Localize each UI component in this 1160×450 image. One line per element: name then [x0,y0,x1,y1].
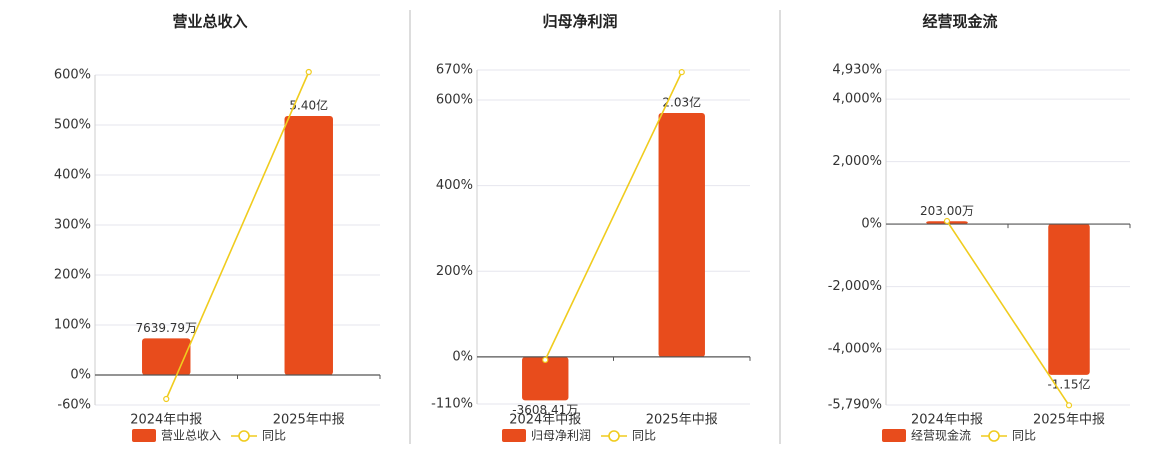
y-tick-label: -110% [431,397,473,412]
y-tick-label: -2,000% [828,279,882,294]
legend-marker [238,430,250,442]
y-tick-label: 0% [70,368,91,383]
y-tick-label: 600% [436,92,473,107]
x-tick-label: 2024年中报 [130,413,202,428]
bar [522,357,569,401]
bar [1048,223,1090,375]
y-tick-label: 100% [54,318,91,333]
y-tick-label: -4,000% [828,342,882,357]
point [305,68,312,76]
line [946,220,1070,406]
chart-title: 经营现金流 [922,13,997,31]
y-tick-label: -60% [57,398,91,413]
y-tick-label: 4,930% [832,63,882,78]
legend-swatch [132,429,156,442]
chart-title: 营业总收入 [172,13,247,31]
bar [658,112,705,358]
legend-swatch [502,429,526,442]
y-tick-label: 300% [54,218,91,233]
x-tick-label: 2024年中报 [911,413,983,428]
chart-title: 归母净利润 [542,13,617,31]
x-tick-label: 2025年中报 [273,413,345,428]
data-label: 5.40亿 [289,97,328,112]
point [678,69,685,76]
point [1065,402,1073,409]
y-tick-label: -5,790% [828,398,882,413]
y-tick-label: 4,000% [832,92,882,107]
y-tick-label: 200% [436,264,473,279]
bar [284,115,333,375]
point [542,356,549,363]
point [943,217,951,225]
legend-marker [988,430,1000,442]
data-label: -3608.41万 [512,403,578,417]
y-tick-label: 0% [452,349,473,364]
x-tick-label: 2025年中报 [646,413,718,428]
legend-label: 同比 [632,429,656,443]
legend-label: 同比 [262,429,286,443]
y-tick-label: 500% [54,118,91,133]
line [165,71,310,400]
legend-label: 归母净利润 [531,429,591,443]
legend-swatch [882,429,906,442]
legend-label: 营业总收入 [161,429,221,443]
line [544,71,683,361]
bar [142,338,191,375]
data-label: 7639.79万 [135,321,197,335]
legend-label: 同比 [1012,429,1036,443]
y-tick-label: 400% [436,178,473,193]
legend-marker [608,430,620,442]
x-tick-label: 2024年中报 [509,413,581,428]
x-tick-label: 2025年中报 [1033,413,1105,428]
legend-label: 经营现金流 [911,428,971,443]
data-label: -1.15亿 [1047,376,1090,391]
y-tick-label: 2,000% [832,154,882,169]
data-label: 203.00万 [920,204,974,218]
data-label: 2.03亿 [662,94,701,109]
y-tick-label: 670% [436,63,473,78]
y-tick-label: 600% [54,68,91,83]
point [163,395,170,403]
y-tick-label: 200% [54,268,91,283]
y-tick-label: 0% [861,217,882,232]
y-tick-label: 400% [54,168,91,183]
